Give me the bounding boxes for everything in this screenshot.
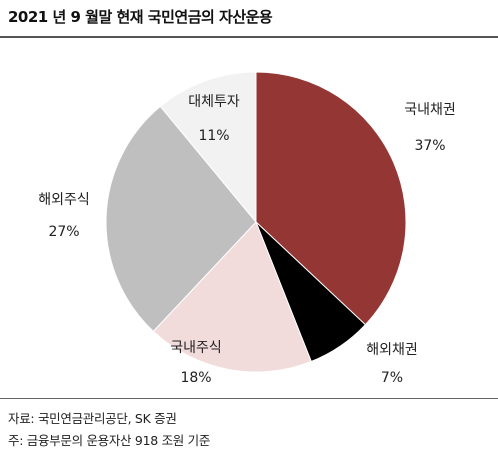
pie-slice-3 <box>152 221 312 373</box>
top-divider <box>0 36 498 38</box>
bottom-divider <box>0 398 498 399</box>
pie-chart: 국내채권 37% 해외채권 7% 국내주식 18% 해외주식 27% 대체투자 11% <box>38 71 456 386</box>
slice-label-5: 대체투자 <box>188 94 240 110</box>
pie-slice-1 <box>255 71 407 326</box>
slice-value-2: 7% <box>381 370 403 386</box>
pie-slice-4 <box>105 105 257 333</box>
slice-label-1: 국내채권 <box>404 102 456 118</box>
chart-title: 2021 년 9 월말 현재 국민연금의 자산운용 <box>8 8 273 26</box>
notes: 자료: 국민연금관리공단, SK 증권 주: 금융부문의 운용자산 918 조원… <box>8 408 210 452</box>
source-note: 자료: 국민연금관리공단, SK 증권 <box>8 411 177 426</box>
slice-label-3: 국내주식 <box>170 340 222 356</box>
slice-label-4: 해외주식 <box>38 192 90 208</box>
slice-label-2: 해외채권 <box>366 342 418 358</box>
slice-value-3: 18% <box>180 370 211 386</box>
footnote: 주: 금융부문의 운용자산 918 조원 기준 <box>8 433 211 448</box>
pie-slice-5 <box>159 71 257 224</box>
slice-value-5: 11% <box>198 128 229 144</box>
slice-value-1: 37% <box>414 138 445 154</box>
slice-value-4: 27% <box>48 224 79 240</box>
